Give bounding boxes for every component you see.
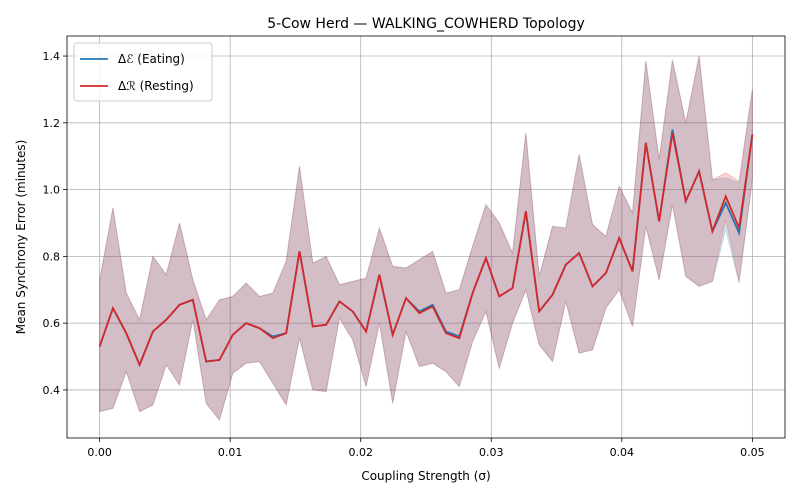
series-line [98,132,754,368]
legend-box [73,42,213,102]
x-tick-label: 0.03 [479,446,504,459]
legend-label: Δℰ (Eating) [118,52,185,66]
error-band [99,55,753,422]
y-tick-label: 1.2 [43,117,61,130]
x-tick-label: 0.05 [740,446,765,459]
legend-label: Δℛ (Resting) [118,79,194,93]
x-tick-label: 0.04 [610,446,635,459]
chart-title: 5-Cow Herd — WALKING_COWHERD Topology [267,16,585,32]
error-band [99,55,753,422]
y-axis-label: Mean Synchrony Error (minutes) [14,140,28,335]
x-tick-label: 0.01 [218,446,243,459]
y-tick-label: 0.4 [43,384,61,397]
y-tick-label: 0.8 [43,250,61,263]
plot-frame [66,35,786,439]
x-axis-label: Coupling Strength (σ) [361,469,490,483]
y-tick-label: 1.4 [43,50,61,63]
x-tick-label: 0.00 [87,446,112,459]
legend: Δℰ (Eating) Δℛ (Resting) [73,42,213,102]
x-tick-label: 0.02 [348,446,373,459]
y-tick-label: 1.0 [43,184,61,197]
y-tick-label: 0.6 [43,317,61,330]
